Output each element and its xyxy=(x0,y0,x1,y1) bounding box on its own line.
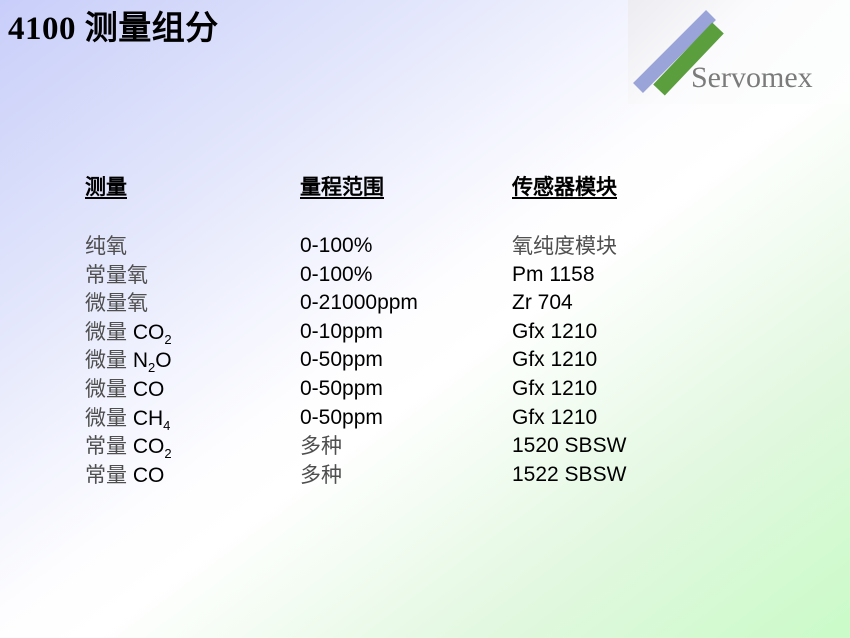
table-body: 纯氧 0-100% 氧纯度模块常量氧 0-100% Pm 1158 微量氧 0-21000p… xyxy=(85,232,785,489)
page-title: 4100 测量组分 xyxy=(8,11,219,47)
table-row: 纯氧 0-100% 氧纯度模块 xyxy=(85,232,785,261)
table-row: 微量 CH4 0-50ppm Gfx 1210 xyxy=(85,404,785,433)
measurement-cell: 常量 CO2 xyxy=(85,434,172,462)
measurement-cell: 微量 CO xyxy=(85,376,165,401)
range-cell: 0-100% xyxy=(300,234,373,257)
table-row: 微量 CO2 0-10ppm Gfx 1210 xyxy=(85,318,785,347)
logo-green-stroke-icon xyxy=(653,22,724,96)
measurement-cell: 微量 N2O xyxy=(85,348,172,376)
module-cell: Zr 704 xyxy=(512,291,573,315)
table-row: 常量氧 0-100% Pm 1158 xyxy=(85,261,785,290)
measurement-cell: 纯氧 xyxy=(85,234,127,258)
range-cell: 0-50ppm xyxy=(300,405,383,429)
header-sensor-module: 传感器模块 xyxy=(512,175,617,199)
table-row: 常量 CO2 多种 1520 SBSW xyxy=(85,432,785,461)
measurement-cell: 常量 CO xyxy=(85,462,165,487)
measurement-table: 测量 量程范围 传感器模块 纯氧 0-100% 氧纯度模块常量氧 0-100% Pm 1… xyxy=(85,175,785,489)
module-cell: 氧纯度模块 xyxy=(512,234,617,258)
table-row: 常量 CO 多种 1522 SBSW xyxy=(85,461,785,490)
module-cell: Gfx 1210 xyxy=(512,405,598,429)
table-header-row: 测量 量程范围 传感器模块 xyxy=(85,175,785,201)
logo-blue-stroke-icon xyxy=(633,10,716,93)
range-cell: 0-50ppm xyxy=(300,376,383,400)
table-row: 微量氧 0-21000ppm Zr 704 xyxy=(85,289,785,318)
module-cell: Gfx 1210 xyxy=(512,319,598,343)
header-range: 量程范围 xyxy=(300,175,384,199)
measurement-cell: 微量 CH4 xyxy=(85,405,171,433)
module-cell: 1522 SBSW xyxy=(512,462,627,486)
range-cell: 多种 xyxy=(300,434,342,459)
table-row: 微量 CO 0-50ppm Gfx 1210 xyxy=(85,375,785,404)
range-cell: 0-100% xyxy=(300,262,373,286)
module-cell: Gfx 1210 xyxy=(512,376,598,400)
measurement-cell: 常量氧 xyxy=(85,262,148,287)
module-cell: Pm 1158 xyxy=(512,262,595,286)
measurement-cell: 微量氧 xyxy=(85,291,148,316)
table-row: 微量 N2O 0-50ppm Gfx 1210 xyxy=(85,346,785,375)
range-cell: 多种 xyxy=(300,462,342,487)
servomex-logo-graphic: Servomex xyxy=(633,10,813,96)
header-measurement: 测量 xyxy=(85,175,127,199)
servomex-logo: Servomex xyxy=(628,0,850,104)
measurement-cell: 微量 CO2 xyxy=(85,319,172,347)
range-cell: 0-21000ppm xyxy=(300,291,418,315)
logo-wordmark: Servomex xyxy=(691,61,813,94)
range-cell: 0-10ppm xyxy=(300,319,383,343)
module-cell: Gfx 1210 xyxy=(512,348,598,372)
module-cell: 1520 SBSW xyxy=(512,434,627,458)
range-cell: 0-50ppm xyxy=(300,348,383,372)
